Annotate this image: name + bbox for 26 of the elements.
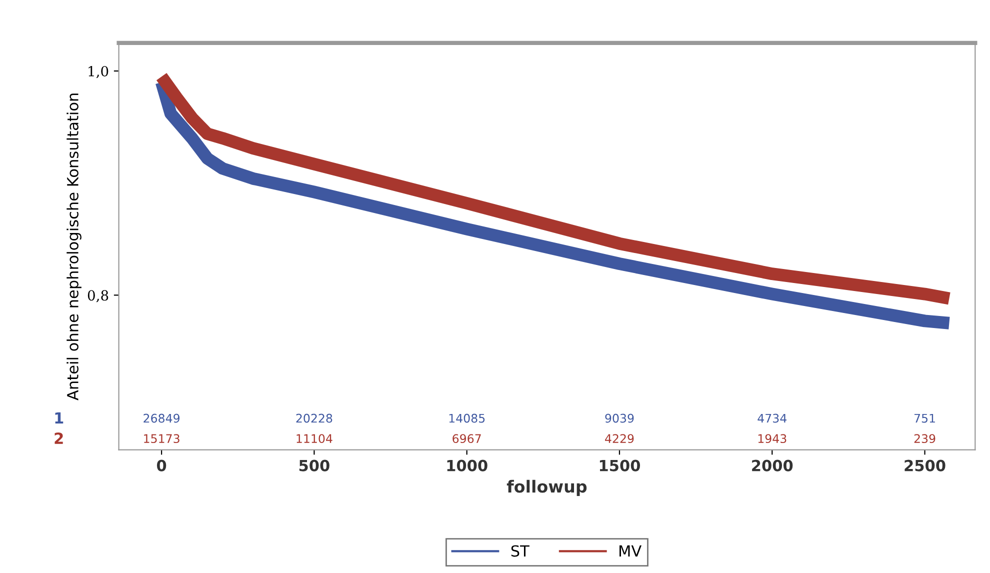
y-tick-label: 0,8 xyxy=(88,290,108,302)
annotation: 14085 xyxy=(449,414,485,423)
y-axis-title: Anteil ohne nephrologische Konsultation xyxy=(66,94,82,400)
annotation: 4734 xyxy=(758,414,786,423)
x-tick-label: 2000 xyxy=(752,460,793,472)
x-tick-label: 1500 xyxy=(600,460,640,472)
legend-label: MV xyxy=(620,545,642,557)
annotation: 20228 xyxy=(296,414,332,423)
annotation: 15173 xyxy=(144,434,180,444)
annotation: 11104 xyxy=(296,434,332,444)
text: 2 xyxy=(54,432,63,444)
annotation: 4229 xyxy=(605,434,634,444)
x-axis-title: followup xyxy=(506,480,587,496)
y-tick-label: 1,0 xyxy=(88,66,108,78)
x-tick-label: 500 xyxy=(299,460,330,472)
legend-label: ST xyxy=(511,545,530,557)
x-tick-label: 1000 xyxy=(447,460,488,472)
annotation: 751 xyxy=(914,414,935,423)
annotation: 6967 xyxy=(452,434,481,444)
x-tick-label: 2500 xyxy=(904,460,946,472)
annotation: 9039 xyxy=(605,414,634,423)
annotation: 239 xyxy=(914,434,936,444)
text: 1 xyxy=(55,412,64,424)
x-tick-label: 0 xyxy=(156,460,166,472)
annotation: 1943 xyxy=(758,434,786,444)
annotation: 26849 xyxy=(144,414,180,423)
